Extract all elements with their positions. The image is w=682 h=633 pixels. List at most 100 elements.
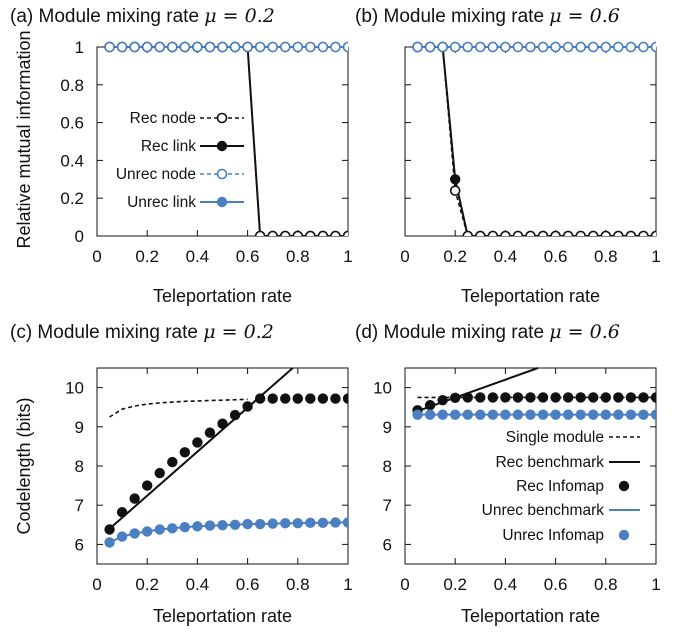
data-point	[154, 41, 166, 53]
legend-marker	[618, 480, 630, 492]
data-point	[512, 41, 524, 53]
data-point	[462, 409, 473, 420]
x-tick-label: 0.2	[443, 247, 467, 266]
data-point	[129, 493, 140, 504]
data-point	[330, 517, 341, 528]
data-point	[280, 393, 291, 404]
data-point	[242, 401, 253, 412]
legend-label: Unrec node	[116, 166, 196, 183]
legend-marker	[618, 529, 630, 541]
panel-a: (a) Module mixing rate μ = 0.2 0 0.2 0.4 0.6…	[10, 5, 353, 306]
y-tick-label: 10	[65, 379, 84, 398]
x-tick-label: 0.4	[186, 575, 210, 594]
y-tick-label: 9	[383, 418, 392, 437]
data-point	[179, 521, 191, 533]
data-point	[116, 531, 128, 542]
data-point	[500, 392, 511, 403]
data-point	[104, 537, 115, 548]
data-point	[116, 41, 128, 53]
data-point	[330, 41, 341, 53]
data-point	[650, 41, 656, 53]
data-point	[317, 41, 329, 53]
panel-title-a: (a) Module mixing rate μ = 0.2	[10, 5, 275, 27]
data-point	[305, 230, 316, 236]
x-axis-label: Teleportation rate	[153, 606, 292, 626]
series-line-rec-benchmark	[108, 367, 294, 530]
data-point	[167, 456, 178, 468]
data-point	[305, 41, 316, 53]
data-point	[562, 41, 574, 53]
data-point	[625, 392, 637, 403]
legend: Rec node Rec link Unrec node Unrec link	[116, 110, 244, 211]
panel-title-text: (c) Module mixing rate	[10, 322, 203, 343]
panel-title-d: (d) Module mixing rate μ = 0.6	[355, 321, 620, 343]
series-line-rec-link	[417, 46, 656, 236]
data-point	[487, 230, 499, 236]
data-point	[154, 524, 165, 535]
data-point	[512, 230, 524, 236]
data-point	[500, 409, 511, 420]
y-tick-label: 7	[383, 496, 392, 515]
data-point	[575, 409, 586, 420]
data-point	[342, 230, 348, 236]
data-point	[412, 409, 423, 420]
data-point	[487, 409, 499, 420]
series-line-single-module	[109, 398, 248, 418]
data-point	[292, 41, 304, 53]
data-point	[500, 230, 511, 236]
data-point	[129, 41, 140, 53]
data-point	[475, 230, 486, 236]
panel-d: (d) Module mixing rate μ = 0.6 0 0.2 0.4 0.6…	[355, 321, 661, 626]
data-point	[449, 185, 461, 196]
data-point	[254, 518, 266, 530]
plot-area	[104, 367, 348, 548]
data-point	[600, 41, 612, 53]
data-point	[525, 409, 536, 420]
data-point	[575, 41, 587, 53]
data-point	[625, 409, 637, 420]
panel-title-c: (c) Module mixing rate μ = 0.2	[10, 321, 274, 343]
data-point	[437, 394, 448, 406]
x-tick-label: 0.6	[236, 575, 260, 594]
data-point	[179, 41, 191, 53]
data-point	[412, 41, 423, 53]
data-point	[204, 41, 216, 53]
series-line-rec-node	[417, 46, 656, 236]
data-point	[500, 41, 511, 53]
data-point	[613, 392, 624, 403]
data-point	[575, 392, 586, 403]
data-point	[575, 230, 586, 236]
data-point	[142, 480, 153, 491]
legend-marker	[216, 168, 228, 180]
data-point	[450, 174, 461, 185]
data-point	[167, 523, 178, 534]
data-point	[116, 507, 128, 518]
data-point	[167, 41, 178, 53]
y-tick-label: 9	[75, 418, 84, 437]
data-point	[192, 521, 203, 532]
panel-title-mu: μ = 0.6	[549, 5, 620, 27]
data-point	[154, 467, 165, 479]
data-point	[254, 393, 266, 404]
data-point	[537, 230, 549, 236]
data-point	[537, 392, 549, 403]
x-tick-label: 0	[92, 247, 101, 266]
data-point	[342, 517, 348, 528]
panel-title-mu: μ = 0.2	[204, 5, 275, 27]
data-point	[424, 409, 436, 420]
y-tick-label: 0.6	[60, 114, 84, 133]
data-point	[613, 230, 624, 236]
data-point	[342, 393, 348, 404]
x-tick-label: 0.2	[135, 247, 159, 266]
data-point	[525, 230, 536, 236]
plot-frame	[404, 46, 657, 237]
data-point	[638, 409, 649, 420]
data-point	[217, 519, 228, 531]
data-point	[475, 409, 486, 420]
legend-label: Rec link	[141, 138, 196, 155]
panel-title-text: (b) Module mixing rate	[355, 6, 549, 27]
data-point	[462, 392, 473, 403]
data-point	[305, 393, 316, 404]
panel-c: (c) Module mixing rate μ = 0.2 0 0.2 0.4 0.6…	[10, 321, 353, 626]
legend-label: Single module	[506, 429, 604, 446]
